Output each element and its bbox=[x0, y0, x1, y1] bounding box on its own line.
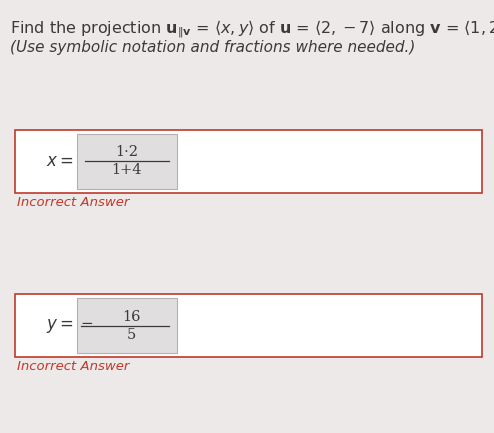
Bar bbox=[15, 130, 482, 193]
Text: (Use symbolic notation and fractions where needed.): (Use symbolic notation and fractions whe… bbox=[10, 40, 415, 55]
Bar bbox=[77, 134, 177, 189]
Text: 1·2: 1·2 bbox=[115, 145, 138, 159]
Bar bbox=[77, 298, 177, 353]
Text: Find the projection $\mathbf{u}_{\|\mathbf{v}}$ = $\langle x, y\rangle$ of $\mat: Find the projection $\mathbf{u}_{\|\math… bbox=[10, 18, 494, 40]
Text: 1+4: 1+4 bbox=[112, 163, 142, 177]
Text: 16: 16 bbox=[123, 310, 141, 324]
Text: $x =$: $x =$ bbox=[46, 152, 74, 170]
Text: Incorrect Answer: Incorrect Answer bbox=[17, 360, 129, 373]
Text: 5: 5 bbox=[127, 328, 136, 342]
Bar bbox=[15, 294, 482, 357]
Text: −: − bbox=[81, 317, 93, 331]
Text: $y =$: $y =$ bbox=[46, 317, 74, 335]
Text: Incorrect Answer: Incorrect Answer bbox=[17, 196, 129, 209]
